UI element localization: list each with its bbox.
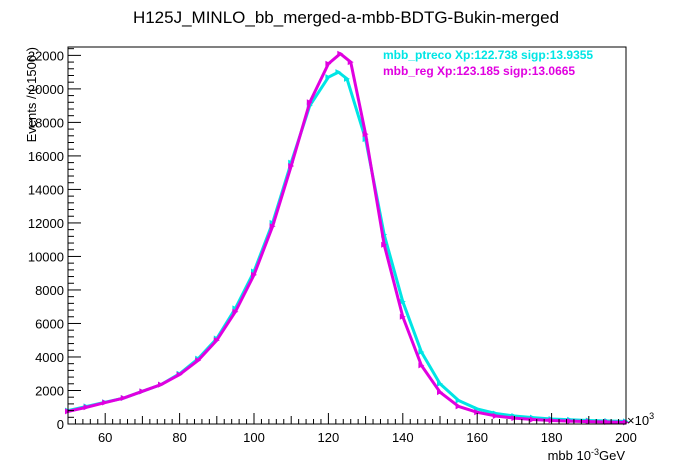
data-point-mbb-reg <box>418 362 425 369</box>
data-point-mbb-reg <box>102 399 109 406</box>
y-tick-label: 2000 <box>35 383 64 398</box>
data-point-mbb-reg <box>251 271 257 278</box>
data-point-mbb-ptreco <box>344 75 350 82</box>
x-axis-label-main: mbb 10 <box>548 448 591 463</box>
data-point-mbb-reg <box>347 59 354 66</box>
y-tick-label: 16000 <box>28 149 64 164</box>
y-tick-label: 4000 <box>35 350 64 365</box>
y-tick-label: 12000 <box>28 216 64 231</box>
x-tick-label: 180 <box>541 430 563 445</box>
data-point-mbb-reg <box>530 416 536 423</box>
data-point-mbb-reg <box>232 308 239 315</box>
plot-frame <box>67 46 627 425</box>
x-axis-label-exponent: -3 <box>591 447 599 457</box>
data-point-mbb-reg <box>213 337 220 344</box>
x-axis-multiplier-base: ×10 <box>627 413 649 428</box>
y-tick-label: 22000 <box>28 48 64 63</box>
data-point-mbb-reg <box>455 403 462 410</box>
legend-entry-mbb-reg: mbb_reg Xp:123.185 sigp:13.0665 <box>383 64 575 78</box>
data-point-mbb-reg <box>158 381 164 388</box>
y-tick-label: 10000 <box>28 249 64 264</box>
data-point-mbb-reg <box>492 412 499 419</box>
legend-entry-mbb-ptreco: mbb_ptreco Xp:122.738 sigp:13.9355 <box>383 48 593 62</box>
y-tick-label: 20000 <box>28 82 64 97</box>
data-point-mbb-reg <box>325 60 332 67</box>
chart-title: H125J_MINLO_bb_merged-a-mbb-BDTG-Bukin-m… <box>133 8 559 27</box>
data-point-mbb-ptreco <box>399 298 406 305</box>
data-point-mbb-reg <box>437 389 443 396</box>
y-axis-label: Events / ( 1500 ) <box>24 47 39 142</box>
x-tick-label: 200 <box>615 430 637 445</box>
x-tick-label: 120 <box>318 430 340 445</box>
y-tick-label: 14000 <box>28 182 64 197</box>
data-point-mbb-ptreco <box>418 348 425 355</box>
y-tick-label: 8000 <box>35 283 64 298</box>
data-point-mbb-reg <box>83 404 90 411</box>
data-point-mbb-reg <box>337 50 344 57</box>
data-point-mbb-reg <box>381 241 388 248</box>
data-point-mbb-reg <box>288 162 295 169</box>
data-point-mbb-ptreco <box>335 69 342 76</box>
data-point-mbb-reg <box>176 371 183 378</box>
data-point-mbb-reg <box>269 223 276 230</box>
x-axis-multiplier: ×103 <box>627 411 654 428</box>
series-layer <box>65 50 629 426</box>
x-tick-label: 80 <box>172 430 186 445</box>
y-tick-label: 0 <box>57 417 64 432</box>
y-tick-label: 6000 <box>35 316 64 331</box>
x-tick-label: 160 <box>466 430 488 445</box>
x-tick-label: 140 <box>392 430 414 445</box>
x-tick-label: 60 <box>98 430 112 445</box>
y-axis: 0 2000 4000 6000 8000 10000 12000 14000 16000 180… <box>28 48 81 432</box>
data-point-mbb-reg <box>120 395 127 402</box>
data-point-mbb-ptreco <box>437 380 443 387</box>
x-axis-label: mbb 10-3GeV <box>548 447 626 463</box>
data-point-mbb-ptreco <box>455 397 462 404</box>
data-point-mbb-reg <box>139 388 146 395</box>
data-point-mbb-reg <box>362 131 369 138</box>
x-axis-multiplier-exponent: 3 <box>649 411 654 421</box>
data-point-mbb-reg <box>604 418 611 425</box>
x-axis: 60 80 100 120 140 160 180 200 <box>67 413 637 445</box>
data-point-mbb-reg <box>306 99 313 106</box>
x-axis-label-unit: GeV <box>599 448 625 463</box>
series-line-mbb-ptreco <box>67 70 627 423</box>
data-point-mbb-reg <box>399 313 406 320</box>
y-tick-label: 18000 <box>28 115 64 130</box>
x-tick-label: 100 <box>243 430 265 445</box>
data-point-mbb-reg <box>195 357 202 364</box>
data-point-mbb-reg <box>567 418 574 425</box>
data-point-mbb-ptreco <box>325 74 332 81</box>
series-line-mbb-reg <box>67 52 627 424</box>
legend: mbb_ptreco Xp:122.738 sigp:13.9355 mbb_r… <box>383 48 593 78</box>
data-point-mbb-reg <box>474 409 481 416</box>
